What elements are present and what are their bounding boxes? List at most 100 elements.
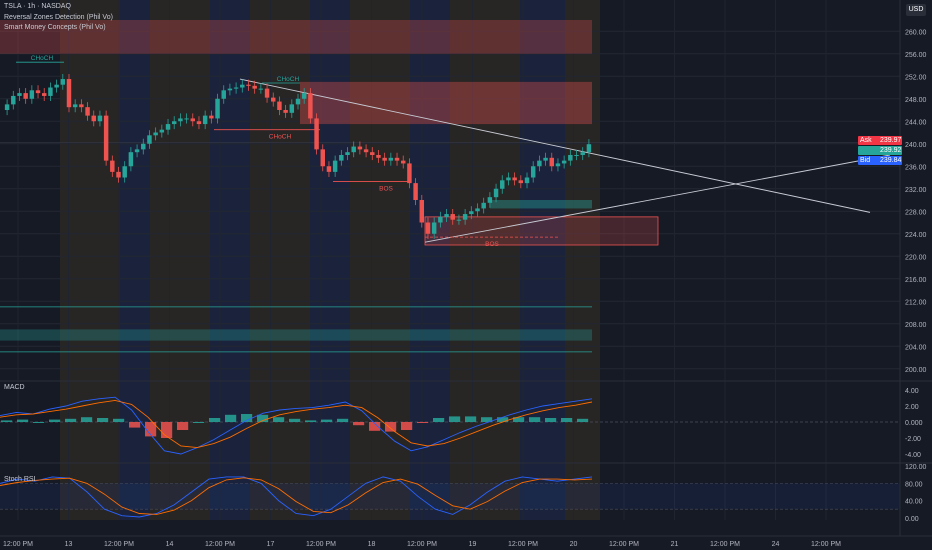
session-band [150, 0, 210, 520]
candle-body [444, 214, 449, 217]
macd-histogram-bar [209, 418, 221, 422]
candle-body [85, 107, 90, 116]
price-axis-tick: 260.00 [905, 29, 927, 36]
candle-body [190, 118, 196, 122]
candle-body [72, 104, 78, 108]
macd-histogram-bar [225, 414, 237, 422]
candle-body [332, 160, 338, 172]
trend-line-down [239, 78, 871, 213]
candle-body [357, 146, 363, 150]
price-axis-tick: 220.00 [905, 254, 927, 261]
session-band [520, 0, 565, 520]
structure-label: BOS [485, 241, 499, 248]
macd-histogram-bar [273, 417, 285, 422]
candle-body [339, 155, 344, 161]
time-axis-tick: 19 [469, 541, 477, 548]
time-axis-tick: 18 [368, 541, 376, 548]
candle-body [29, 90, 35, 99]
candle-body [314, 118, 319, 150]
candle-body [165, 124, 171, 130]
macd-histogram-bar [337, 418, 349, 422]
macd-histogram-bar [385, 422, 397, 432]
macd-histogram-bar [17, 419, 29, 422]
stoch-rsi-label: Stoch RSI [4, 476, 36, 483]
price-axis-tick: 212.00 [905, 299, 927, 306]
stoch-k-line [0, 476, 593, 518]
candle-body [240, 84, 245, 88]
time-axis-tick: 12:00 PM [710, 541, 740, 548]
macd-histogram-bar [193, 422, 205, 423]
candle-body [438, 216, 443, 223]
ask-price-tag: Ask 239.97 [858, 136, 902, 145]
currency-button[interactable]: USD [906, 4, 926, 16]
ask-label: Ask [860, 137, 872, 144]
price-axis-tick: 228.00 [905, 209, 927, 216]
stoch-band [0, 483, 900, 510]
zone-box [490, 200, 592, 209]
candle-body [462, 214, 468, 220]
candle-body [271, 97, 276, 102]
session-band [410, 0, 450, 520]
time-axis-tick: 14 [166, 541, 174, 548]
stoch-axis-tick: 80.00 [905, 481, 923, 488]
price-axis-tick: 244.00 [905, 119, 927, 126]
candle-body [66, 79, 72, 108]
candle-body [209, 115, 214, 119]
candle-body [363, 149, 369, 153]
macd-histogram-bar [369, 422, 381, 431]
candle-body [246, 84, 251, 86]
time-axis-tick: 12:00 PM [407, 541, 437, 548]
candle-body [580, 152, 585, 155]
time-axis-tick: 12:00 PM [609, 541, 639, 548]
macd-histogram-bar [401, 422, 413, 430]
price-axis-tick: 252.00 [905, 74, 927, 81]
macd-histogram-bar [321, 419, 333, 422]
macd-histogram-bar [129, 422, 141, 428]
candle-body [345, 152, 350, 155]
macd-histogram-bar [33, 422, 45, 423]
zone-box [300, 81, 592, 125]
macd-line [0, 396, 593, 455]
last-value: 239.92 [880, 147, 902, 154]
candle-body [394, 157, 400, 161]
stoch-rsi-pane [0, 462, 932, 518]
symbol-title: TSLA · 1h · NASDAQ [4, 3, 71, 10]
macd-axis-tick: 4.00 [905, 388, 919, 395]
time-axis-tick: 17 [267, 541, 275, 548]
trend-line-up [424, 154, 891, 243]
macd-histogram-bar [577, 418, 589, 422]
macd-histogram-bar [513, 417, 525, 422]
candle-body [202, 115, 208, 125]
candle-body [456, 219, 462, 221]
candle-body [103, 115, 109, 161]
candle-body [128, 152, 134, 167]
macd-pane [0, 380, 932, 455]
indicator-label-smc: Smart Money Concepts (Phil Vo) [4, 24, 106, 31]
price-axis-tick: 204.00 [905, 344, 927, 351]
candle-body [258, 88, 264, 90]
candle-body [419, 200, 425, 223]
zone-box [0, 329, 592, 341]
candle-body [493, 188, 499, 198]
candle-body [4, 104, 10, 110]
macd-histogram-bar [417, 422, 429, 423]
candle-body [153, 132, 158, 136]
macd-histogram-bar [545, 418, 557, 422]
bid-label: Bid [860, 157, 871, 164]
candle-body [487, 197, 493, 203]
macd-histogram-bar [97, 418, 109, 422]
candle-body [295, 98, 301, 105]
candle-body [122, 166, 127, 178]
candle-body [475, 208, 480, 212]
macd-histogram-bar [561, 418, 573, 422]
candle-body [370, 152, 375, 155]
candle-body [574, 155, 579, 156]
macd-histogram-bar [529, 417, 541, 422]
macd-histogram-bar [305, 420, 317, 422]
candle-body [171, 121, 177, 125]
candle-body [97, 115, 103, 122]
candle-body [568, 155, 573, 161]
candle-body [264, 88, 270, 98]
